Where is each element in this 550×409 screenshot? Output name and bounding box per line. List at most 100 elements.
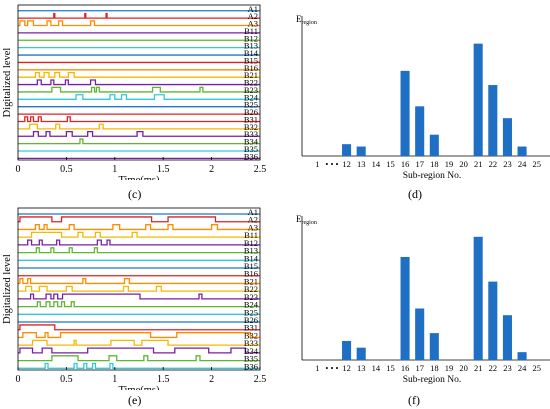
x-tick-label: 0 xyxy=(16,374,21,385)
x-tick-label: 12 xyxy=(342,363,351,373)
x-tick-label: 2.5 xyxy=(254,164,267,175)
plot-frame xyxy=(17,207,261,371)
x-tick-label: 22 xyxy=(489,159,498,169)
series-label-b23: B23 xyxy=(244,292,258,302)
signal-trace-b22 xyxy=(18,285,260,292)
signal-trace-b31 xyxy=(18,324,260,331)
x-tick-label: 1.5 xyxy=(157,164,170,175)
x-tick-label: 18 xyxy=(430,159,439,169)
x-tick-label: 21 xyxy=(474,363,483,373)
series-label-a1: A1 xyxy=(248,207,258,217)
bar-region-12 xyxy=(342,340,352,360)
signal-chart-c: A1A2A3B11B12B13B14B15B16B21B22B23B24B25B… xyxy=(2,4,267,180)
signal-trace-b12 xyxy=(18,239,260,246)
bar-region-17 xyxy=(415,308,425,360)
series-label-b14: B14 xyxy=(244,253,259,263)
y-axis-label: Eregion xyxy=(296,214,317,226)
bar-region-13 xyxy=(356,146,366,156)
series-label-b26: B26 xyxy=(244,315,258,325)
x-axis-label: Sub-region No. xyxy=(403,375,462,385)
x-tick-label: 14 xyxy=(372,159,381,169)
x-tick-label: 19 xyxy=(445,363,454,373)
signal-trace-b24 xyxy=(18,94,260,100)
bar-chart-d: Eregion 1 • • • 12 13 14 15 16 17 18 19 20 21 22 23 24 2… xyxy=(296,14,550,180)
x-tick-label: 16 xyxy=(401,159,410,169)
series-label-b15: B15 xyxy=(244,55,258,65)
signal-trace-b33 xyxy=(18,339,260,346)
signal-trace-b23 xyxy=(18,293,260,300)
x-tick-label: 16 xyxy=(401,363,410,373)
series-label-a3: A3 xyxy=(248,222,258,232)
bar-region-24 xyxy=(517,146,527,156)
series-label-b36: B36 xyxy=(244,151,258,161)
y-axis-label: Digitalized level xyxy=(2,254,13,324)
x-tick-label: 2.5 xyxy=(254,374,267,385)
series-label-b36: B36 xyxy=(244,361,258,371)
x-tick-label: 19 xyxy=(445,159,454,169)
x-tick-label: 17 xyxy=(415,159,424,169)
signal-trace-b11 xyxy=(18,231,260,238)
series-label-b21: B21 xyxy=(244,276,258,286)
x-tick-label: 15 xyxy=(386,363,395,373)
series-label-b13: B13 xyxy=(244,41,258,51)
series-label-b16: B16 xyxy=(244,63,258,73)
bar-chart-f: Eregion 1 • • • 12 13 14 15 16 17 18 19 20 21 22 23 24 2… xyxy=(296,214,550,385)
bar-region-17 xyxy=(415,106,425,156)
y-axis-label: Digitalized level xyxy=(2,48,13,118)
bar-region-23 xyxy=(502,118,512,156)
bar-region-18 xyxy=(429,333,439,360)
x-tick-label: 25 xyxy=(532,159,541,169)
x-tick-label: 13 xyxy=(357,159,366,169)
series-label-b13: B13 xyxy=(244,246,258,256)
series-label-b12: B12 xyxy=(244,238,258,248)
x-tick-label: 17 xyxy=(415,363,424,373)
series-label-a2: A2 xyxy=(248,11,258,21)
series-label-a1: A1 xyxy=(248,4,258,14)
x-tick-label: 23 xyxy=(503,159,512,169)
y-axis-label: Eregion xyxy=(296,14,317,26)
signal-chart-e: A1A2A3B11B12B13B14B15B16B21B22B23B24B25B… xyxy=(2,207,267,390)
signal-trace-b36 xyxy=(18,362,260,369)
x-tick-label: 1 xyxy=(315,363,319,373)
series-label-b11: B11 xyxy=(244,26,258,36)
series-label-b26: B26 xyxy=(244,107,258,117)
x-tick-label: 15 xyxy=(386,159,395,169)
signal-trace-b22 xyxy=(18,79,260,86)
signal-trace-a2 xyxy=(18,12,260,19)
x-axis-label: Time(ms) xyxy=(118,175,160,180)
caption-f: (f) xyxy=(408,393,420,407)
series-label-b32: B32 xyxy=(244,330,258,340)
x-tick-label: 21 xyxy=(474,159,483,169)
x-tick-label: 25 xyxy=(532,363,541,373)
series-label-b24: B24 xyxy=(244,300,259,310)
x-tick-label: 24 xyxy=(518,159,527,169)
x-tick-label: 0.5 xyxy=(60,374,73,385)
series-label-b23: B23 xyxy=(244,85,258,95)
signal-trace-b13 xyxy=(18,247,260,254)
signal-trace-b33 xyxy=(18,131,260,137)
series-label-b12: B12 xyxy=(244,33,258,43)
series-label-b33: B33 xyxy=(244,129,258,139)
signal-trace-a3 xyxy=(18,20,260,27)
series-label-a3: A3 xyxy=(248,19,258,29)
x-tick-label: 2 xyxy=(209,164,214,175)
plot-frame xyxy=(17,4,261,161)
x-tick-label: • • • xyxy=(325,363,338,373)
signal-trace-b34 xyxy=(18,138,260,145)
series-label-b22: B22 xyxy=(244,78,258,88)
signal-trace-b32 xyxy=(18,123,260,130)
x-tick-label: 20 xyxy=(459,363,468,373)
series-label-b21: B21 xyxy=(244,70,258,80)
series-label-b14: B14 xyxy=(244,48,259,58)
series-label-b25: B25 xyxy=(244,100,258,110)
caption-e: (e) xyxy=(128,393,142,407)
x-tick-label: • • • xyxy=(325,159,338,169)
series-label-b32: B32 xyxy=(244,122,258,132)
series-label-a2: A2 xyxy=(248,215,258,225)
signal-trace-a2 xyxy=(18,216,260,223)
x-tick-label: 13 xyxy=(357,363,366,373)
bar-region-21 xyxy=(473,236,483,360)
bar-region-16 xyxy=(400,256,410,360)
x-tick-label: 22 xyxy=(489,363,498,373)
x-tick-label: 18 xyxy=(430,363,439,373)
